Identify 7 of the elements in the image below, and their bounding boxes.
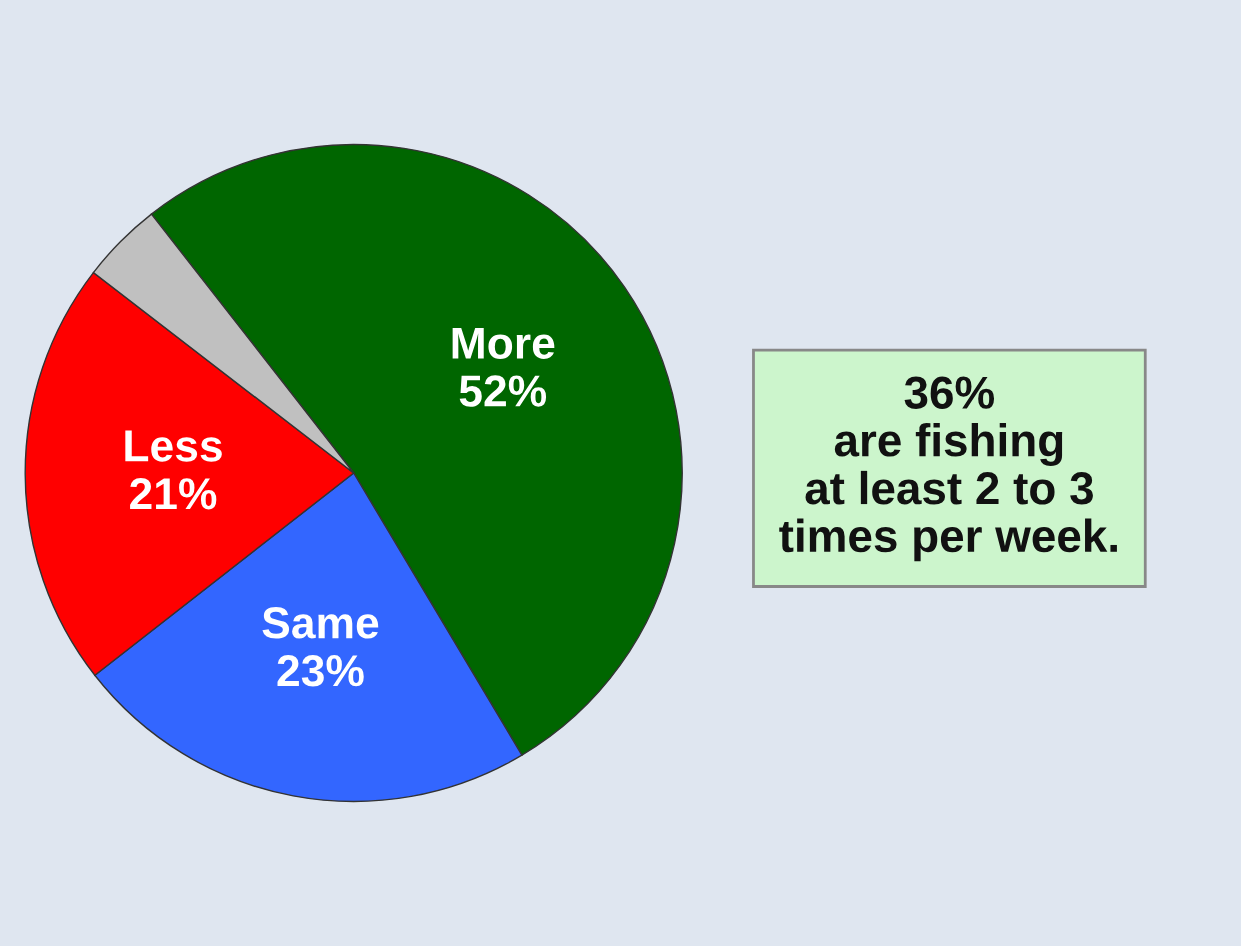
data-label: 21% — [130, 478, 217, 510]
data-label: 23% — [277, 654, 364, 687]
slice-label: Less — [125, 430, 222, 462]
slice-label: Same — [262, 607, 379, 639]
text: 36% are fishing at least 2 to 3 times per week. — [779, 376, 1117, 562]
data-label: 52% — [459, 375, 547, 407]
slice-label: More — [452, 327, 555, 359]
